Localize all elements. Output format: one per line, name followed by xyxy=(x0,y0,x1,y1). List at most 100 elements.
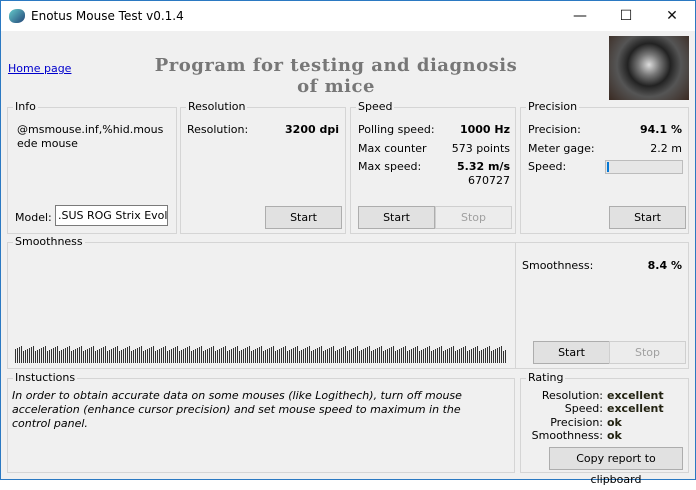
smoothness-bar xyxy=(377,348,378,363)
smoothness-bar xyxy=(211,347,212,363)
smoothness-bar xyxy=(259,347,260,363)
smoothness-bar xyxy=(407,351,408,363)
counter-value: 573 points xyxy=(451,142,510,155)
smoothness-bar xyxy=(17,348,18,363)
smoothness-bar xyxy=(501,346,502,363)
speed-start-button[interactable]: Start xyxy=(358,206,435,229)
meter-value: 2.2 m xyxy=(650,142,682,155)
smoothness-bar xyxy=(235,347,236,363)
smoothness-bar xyxy=(275,351,276,363)
rating-group: Rating Resolution: excellent Speed: exce… xyxy=(520,371,689,486)
smoothness-bar xyxy=(123,349,124,363)
home-page-link[interactable]: Home page xyxy=(8,62,72,75)
meter-label: Meter gage: xyxy=(528,142,595,155)
smoothness-bar xyxy=(359,351,360,363)
smoothness-bar xyxy=(365,348,366,363)
smoothness-bar xyxy=(43,347,44,363)
smoothness-bar xyxy=(149,348,150,363)
smoothness-bar xyxy=(495,349,496,363)
smoothness-bar xyxy=(205,350,206,363)
smoothness-bar xyxy=(139,347,140,363)
smoothness-bar xyxy=(59,351,60,363)
precision-start-button[interactable]: Start xyxy=(609,206,686,229)
smoothness-graph xyxy=(15,346,509,363)
smoothness-bar xyxy=(433,350,434,363)
resolution-start-button[interactable]: Start xyxy=(265,206,342,229)
smoothness-bar xyxy=(227,351,228,363)
smoothness-bar xyxy=(189,346,190,363)
smoothness-bar xyxy=(369,346,370,363)
smoothness-bar xyxy=(129,346,130,363)
instructions-group: Instuctions In order to obtain accurate … xyxy=(7,371,515,473)
smoothness-bar xyxy=(281,348,282,363)
smoothness-bar xyxy=(279,349,280,363)
smoothness-bar xyxy=(99,349,100,363)
minimize-button[interactable]: — xyxy=(573,8,587,24)
smoothness-bar xyxy=(101,348,102,363)
smoothness-bar xyxy=(315,349,316,363)
smoothness-bar xyxy=(151,347,152,363)
smoothness-bar xyxy=(145,350,146,363)
smoothness-bar xyxy=(305,348,306,363)
smoothness-bar xyxy=(183,349,184,363)
smoothness-bar xyxy=(435,349,436,363)
close-button[interactable]: ✕ xyxy=(666,8,678,24)
smoothness-bar xyxy=(147,349,148,363)
smoothness-bar xyxy=(289,350,290,363)
smoothness-bar xyxy=(385,350,386,363)
smoothness-bar xyxy=(347,351,348,363)
smoothness-bar xyxy=(155,351,156,363)
smoothness-bar xyxy=(135,349,136,363)
copy-report-button[interactable]: Copy report to clipboard xyxy=(549,447,683,486)
model-input[interactable]: .SUS ROG Strix Evolve xyxy=(55,205,168,226)
smoothness-start-button[interactable]: Start xyxy=(533,341,610,364)
smoothness-bar xyxy=(371,351,372,363)
smoothness-bar xyxy=(69,346,70,363)
rating-precision-value: ok xyxy=(607,416,622,429)
smoothness-bar xyxy=(251,351,252,363)
smoothness-bar xyxy=(39,349,40,363)
smoothness-bar xyxy=(247,347,248,363)
smoothness-bar xyxy=(233,348,234,363)
speed-stop-button[interactable]: Stop xyxy=(435,206,512,229)
smoothness-bar xyxy=(21,346,22,363)
smoothness-bar xyxy=(485,348,486,363)
smoothness-bar xyxy=(417,346,418,363)
smoothness-bar xyxy=(383,351,384,363)
smoothness-bar xyxy=(473,348,474,363)
smoothness-bar xyxy=(45,346,46,363)
rating-speed-value: excellent xyxy=(607,402,664,415)
rating-smoothness-value: ok xyxy=(607,429,622,442)
smoothness-stop-button[interactable]: Stop xyxy=(609,341,686,364)
smoothness-bar xyxy=(323,351,324,363)
smoothness-bar xyxy=(49,350,50,363)
rating-smoothness-label: Smoothness: xyxy=(531,429,603,442)
maximize-button[interactable]: ☐ xyxy=(619,8,633,24)
smoothness-bar xyxy=(19,347,20,363)
smoothness-bar xyxy=(327,349,328,363)
smoothness-bar xyxy=(95,351,96,363)
smoothness-bar xyxy=(447,349,448,363)
smoothness-bar xyxy=(261,346,262,363)
instructions-text: In order to obtain accurate data on some… xyxy=(12,389,462,430)
smoothness-bar xyxy=(33,346,34,363)
smoothness-bar xyxy=(153,346,154,363)
precision-speed-label: Speed: xyxy=(528,160,567,173)
smoothness-bar xyxy=(55,347,56,363)
smoothness-bar xyxy=(415,347,416,363)
smoothness-bar xyxy=(273,346,274,363)
smoothness-bar xyxy=(497,348,498,363)
smoothness-bar xyxy=(461,348,462,363)
smoothness-bar xyxy=(245,348,246,363)
smoothness-bar xyxy=(283,347,284,363)
smoothness-bar xyxy=(87,349,88,363)
smoothness-bar xyxy=(219,349,220,363)
smoothness-bar xyxy=(125,348,126,363)
precision-speed-fill xyxy=(607,162,609,172)
smoothness-bar xyxy=(167,351,168,363)
smoothness-label: Smoothness: xyxy=(522,259,594,272)
model-label: Model: xyxy=(15,211,52,224)
smoothness-bar xyxy=(287,351,288,363)
window-title: Enotus Mouse Test v0.1.4 xyxy=(31,9,184,23)
smoothness-bar xyxy=(51,349,52,363)
